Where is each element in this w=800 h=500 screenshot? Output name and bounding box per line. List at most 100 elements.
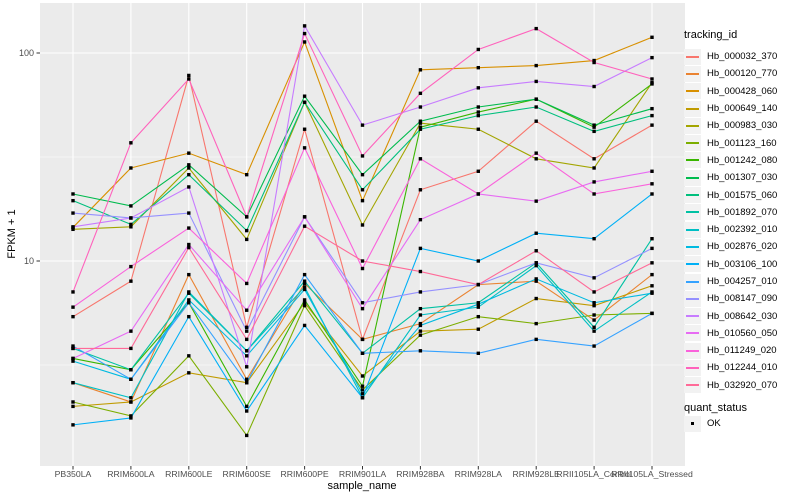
- data-point: [187, 245, 191, 250]
- data-point: [360, 223, 365, 227]
- legend-item-ok: OK: [684, 415, 798, 432]
- data-point: [476, 169, 480, 173]
- legend-key-line-icon: [684, 65, 701, 82]
- data-point: [71, 359, 75, 363]
- data-point: [592, 180, 596, 184]
- legend-item: Hb_000983_030: [684, 117, 798, 134]
- data-point: [187, 172, 191, 177]
- data-point: [650, 261, 654, 265]
- legend-item-label: Hb_001892_070: [707, 206, 778, 218]
- data-point: [360, 259, 365, 263]
- data-point: [129, 222, 133, 227]
- data-point: [360, 172, 365, 177]
- legend-key-line-icon: [684, 152, 701, 169]
- data-point: [71, 380, 75, 385]
- data-point: [534, 105, 538, 109]
- data-point: [360, 266, 365, 271]
- data-point: [418, 157, 423, 161]
- data-point: [245, 365, 249, 369]
- legend-title-tracking-id: tracking_id: [684, 29, 738, 41]
- data-point: [650, 106, 654, 111]
- legend-key-line-icon: [684, 238, 701, 255]
- data-point: [476, 192, 480, 196]
- data-point: [129, 377, 133, 381]
- data-point: [476, 282, 480, 287]
- legend-item-label: OK: [707, 418, 721, 430]
- legend-title-quant-status: quant_status: [684, 401, 747, 414]
- legend-key-line-icon: [684, 117, 701, 134]
- data-point: [534, 79, 538, 84]
- data-point: [418, 269, 423, 274]
- data-point: [71, 314, 75, 319]
- legend-key-line-icon: [684, 187, 701, 204]
- data-point: [302, 224, 307, 228]
- data-point: [187, 298, 191, 302]
- legend-key-line-icon: [684, 83, 701, 100]
- data-point: [592, 58, 596, 63]
- data-point: [302, 279, 307, 283]
- data-point: [476, 305, 480, 309]
- legend-item: Hb_010560_050: [684, 325, 798, 342]
- data-point: [592, 157, 596, 161]
- data-point: [418, 121, 423, 125]
- data-point: [360, 384, 365, 388]
- data-point: [418, 246, 423, 251]
- legend-item-label: Hb_001242_080: [707, 154, 778, 166]
- data-point: [245, 337, 249, 342]
- legend-key-line-icon: [684, 359, 701, 376]
- data-point: [245, 404, 249, 409]
- data-point: [360, 301, 365, 305]
- legend-item-label: Hb_000120_770: [707, 68, 778, 80]
- y-tick-label: 10: [24, 256, 34, 266]
- legend-key-line-icon: [684, 100, 701, 117]
- data-point: [360, 306, 365, 311]
- legend-items: Hb_000032_370 Hb_000120_770 Hb_000428_060 H…: [684, 48, 798, 394]
- data-point: [302, 272, 307, 277]
- x-axis-title: sample_name: [327, 480, 396, 492]
- x-tick-label: RRIM600LE: [165, 469, 213, 479]
- data-point: [592, 318, 596, 322]
- data-point: [360, 198, 365, 203]
- data-point: [302, 100, 307, 104]
- data-point: [302, 127, 307, 131]
- data-point: [592, 329, 596, 333]
- data-point: [592, 129, 596, 134]
- data-point: [418, 329, 423, 333]
- data-point: [129, 225, 133, 229]
- data-point: [71, 346, 75, 351]
- data-point: [418, 349, 423, 353]
- legend-item: Hb_002876_020: [684, 238, 798, 255]
- legend-item: Hb_000032_370: [684, 48, 798, 65]
- data-point: [71, 211, 75, 215]
- legend-item: Hb_000120_770: [684, 65, 798, 82]
- x-tick-label: RRIM901LA: [339, 469, 387, 479]
- data-point: [476, 105, 480, 109]
- data-point: [476, 47, 480, 52]
- data-point: [476, 110, 480, 114]
- data-point: [418, 91, 423, 96]
- data-point: [71, 290, 75, 294]
- data-point: [71, 356, 75, 361]
- data-point: [534, 157, 538, 161]
- x-tick-label: RRIM600SE: [223, 469, 271, 479]
- legend-key-line-icon: [684, 342, 701, 359]
- data-point: [534, 199, 538, 203]
- legend-item-label: Hb_002392_010: [707, 224, 778, 236]
- data-point: [476, 302, 480, 306]
- data-point: [187, 151, 191, 155]
- data-point: [650, 113, 654, 118]
- data-point: [302, 146, 307, 150]
- data-point: [245, 409, 249, 413]
- data-point: [476, 314, 480, 319]
- data-point: [302, 301, 307, 305]
- legend-key-line-icon: [684, 221, 701, 238]
- data-point: [302, 298, 307, 302]
- data-point: [476, 113, 480, 118]
- legend-key-line-icon: [684, 135, 701, 152]
- data-point: [129, 416, 133, 420]
- data-point: [245, 380, 249, 385]
- legend-key-line-icon: [684, 273, 701, 290]
- data-point: [302, 94, 307, 98]
- legend-key-line-icon: [684, 377, 701, 394]
